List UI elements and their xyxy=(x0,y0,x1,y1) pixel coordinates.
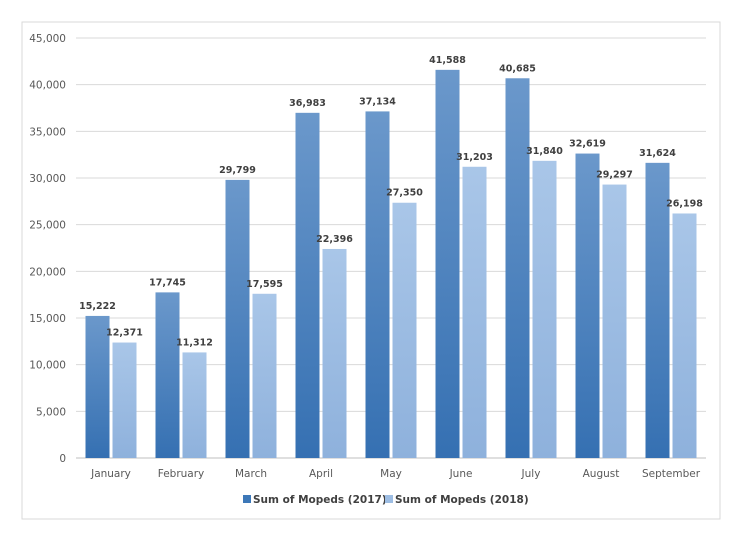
y-tick-label: 30,000 xyxy=(29,173,66,185)
bar-2017-july xyxy=(505,78,530,459)
data-label: 32,619 xyxy=(569,139,606,150)
data-label: 17,595 xyxy=(246,279,283,290)
bar-2018-january xyxy=(112,342,137,458)
data-label: 29,799 xyxy=(219,165,256,176)
bar-2017-august xyxy=(575,153,600,458)
data-label: 37,134 xyxy=(359,96,396,107)
y-tick-label: 15,000 xyxy=(29,313,66,325)
y-tick-label: 25,000 xyxy=(29,220,66,232)
x-tick-label: September xyxy=(642,468,701,480)
y-tick-label: 45,000 xyxy=(29,33,66,45)
x-tick-label: January xyxy=(90,468,131,480)
legend-label-2018: Sum of Mopeds (2018) xyxy=(395,494,529,506)
data-label: 31,624 xyxy=(639,148,676,159)
bar-2018-april xyxy=(322,248,347,458)
bar-2018-july xyxy=(532,160,557,458)
data-label: 36,983 xyxy=(289,98,326,109)
data-label: 27,350 xyxy=(386,188,423,199)
legend-swatch-2018 xyxy=(385,495,393,503)
bar-2018-september xyxy=(672,213,697,458)
y-tick-label: 40,000 xyxy=(29,80,66,92)
data-label: 17,745 xyxy=(149,277,186,288)
data-label: 40,685 xyxy=(499,63,536,74)
x-tick-label: March xyxy=(235,468,267,480)
y-tick-label: 10,000 xyxy=(29,360,66,372)
x-tick-label: February xyxy=(158,468,205,480)
y-tick-label: 0 xyxy=(59,453,66,465)
x-tick-label: June xyxy=(449,468,473,480)
data-label: 12,371 xyxy=(106,328,143,339)
data-label: 15,222 xyxy=(79,301,116,312)
data-label: 11,312 xyxy=(176,337,213,348)
bar-2017-may xyxy=(365,111,390,458)
data-label: 41,588 xyxy=(429,55,466,66)
x-tick-label: May xyxy=(380,468,402,480)
data-label: 31,840 xyxy=(526,146,563,157)
y-tick-label: 20,000 xyxy=(29,266,66,278)
x-tick-label: April xyxy=(309,468,333,480)
x-tick-label: August xyxy=(583,468,620,480)
bar-2017-january xyxy=(85,315,110,458)
bar-2017-june xyxy=(435,69,460,458)
bar-2018-august xyxy=(602,184,627,458)
legend-swatch-2017 xyxy=(243,495,251,503)
bar-2017-april xyxy=(295,112,320,459)
bar-2017-february xyxy=(155,292,180,458)
y-tick-label: 5,000 xyxy=(36,406,66,418)
bar-2017-march xyxy=(225,179,250,458)
bar-2018-may xyxy=(392,202,417,458)
y-tick-label: 35,000 xyxy=(29,126,66,138)
legend: Sum of Mopeds (2017) Sum of Mopeds (2018… xyxy=(243,494,529,506)
data-label: 31,203 xyxy=(456,152,493,163)
data-label: 26,198 xyxy=(666,198,703,209)
data-label: 29,297 xyxy=(596,170,633,181)
bar-2018-june xyxy=(462,166,487,458)
x-tick-label: July xyxy=(521,468,541,480)
data-label: 22,396 xyxy=(316,234,353,245)
bar-2018-february xyxy=(182,352,207,458)
bar-2018-march xyxy=(252,293,277,458)
bar-2017-september xyxy=(645,162,670,459)
legend-label-2017: Sum of Mopeds (2017) xyxy=(253,494,387,506)
